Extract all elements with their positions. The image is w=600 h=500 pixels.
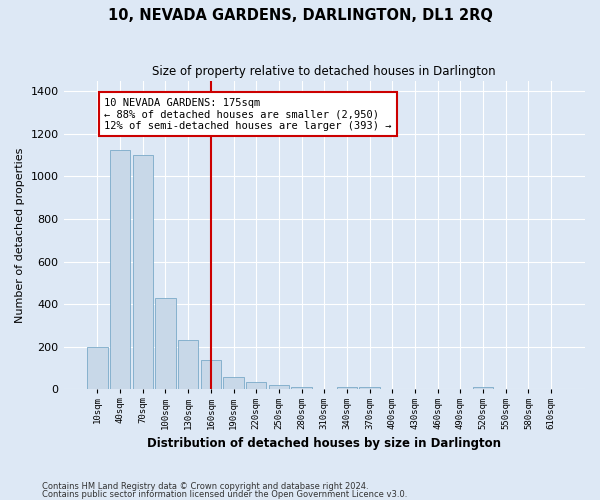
Bar: [292, 387, 312, 390]
Bar: [473, 387, 493, 390]
Bar: [359, 387, 380, 390]
Text: 10 NEVADA GARDENS: 175sqm
← 88% of detached houses are smaller (2,950)
12% of se: 10 NEVADA GARDENS: 175sqm ← 88% of detac…: [104, 98, 392, 131]
Text: 10, NEVADA GARDENS, DARLINGTON, DL1 2RQ: 10, NEVADA GARDENS, DARLINGTON, DL1 2RQ: [107, 8, 493, 22]
Bar: [178, 340, 199, 390]
Bar: [223, 376, 244, 390]
Bar: [246, 382, 266, 390]
Bar: [87, 347, 107, 390]
Text: Contains HM Land Registry data © Crown copyright and database right 2024.: Contains HM Land Registry data © Crown c…: [42, 482, 368, 491]
Bar: [133, 155, 153, 390]
Bar: [200, 360, 221, 390]
Text: Contains public sector information licensed under the Open Government Licence v3: Contains public sector information licen…: [42, 490, 407, 499]
Bar: [155, 298, 176, 390]
Bar: [110, 150, 130, 390]
X-axis label: Distribution of detached houses by size in Darlington: Distribution of detached houses by size …: [147, 437, 501, 450]
Y-axis label: Number of detached properties: Number of detached properties: [15, 148, 25, 322]
Title: Size of property relative to detached houses in Darlington: Size of property relative to detached ho…: [152, 65, 496, 78]
Bar: [269, 385, 289, 390]
Bar: [337, 387, 357, 390]
